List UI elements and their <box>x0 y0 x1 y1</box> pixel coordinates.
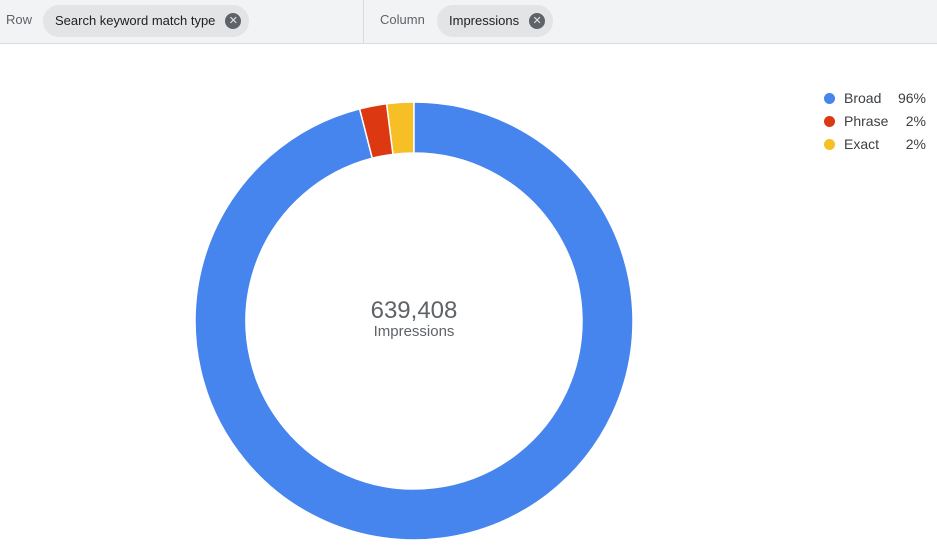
legend-swatch <box>824 93 835 104</box>
row-label: Row <box>6 12 33 27</box>
legend-label: Broad <box>844 90 882 106</box>
row-chip-label: Search keyword match type <box>55 13 216 28</box>
legend-percent: 96% <box>897 90 926 106</box>
legend-swatch <box>824 116 835 127</box>
legend-swatch <box>824 139 835 150</box>
legend-item-exact[interactable]: Exact 2% <box>822 136 932 159</box>
slice-phrase[interactable] <box>358 102 394 160</box>
legend-item-broad[interactable]: Broad 96% <box>822 90 932 113</box>
column-metric-chip[interactable]: Impressions ✕ <box>437 5 554 37</box>
column-chip-label: Impressions <box>449 13 520 28</box>
column-label: Column <box>380 12 425 27</box>
total-label: Impressions <box>374 323 455 340</box>
pivot-toolbar: Row Search keyword match type ✕ Column I… <box>0 0 937 44</box>
toolbar-divider <box>363 0 364 44</box>
legend-label: Phrase <box>844 113 889 129</box>
slice-broad[interactable] <box>194 101 634 541</box>
donut-slices <box>194 101 634 541</box>
remove-column-icon[interactable]: ✕ <box>529 13 546 29</box>
row-dimension-chip[interactable]: Search keyword match type ✕ <box>43 5 250 37</box>
remove-row-icon[interactable]: ✕ <box>225 13 242 29</box>
legend-label: Exact <box>844 136 880 152</box>
legend-item-phrase[interactable]: Phrase 2% <box>822 113 932 136</box>
legend-percent: 2% <box>905 136 926 152</box>
chart-legend: Broad 96% Phrase 2% Exact 2% <box>822 90 932 159</box>
total-value: 639,408 <box>371 297 458 324</box>
legend-percent: 2% <box>905 113 926 129</box>
donut-chart: 639,408 Impressions <box>194 101 634 541</box>
